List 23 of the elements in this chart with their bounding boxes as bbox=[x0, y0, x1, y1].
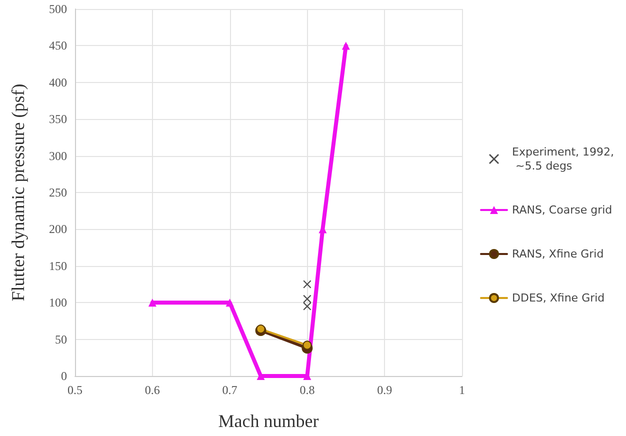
x-tick-label: 0.8 bbox=[300, 383, 315, 397]
x-axis-title: Mach number bbox=[218, 411, 319, 431]
y-tick-label: 350 bbox=[49, 112, 67, 126]
x-tick-label: 0.5 bbox=[68, 383, 82, 397]
y-tick-label: 150 bbox=[49, 258, 67, 273]
y-tick-label: 100 bbox=[49, 296, 67, 310]
legend-label: RANS, Xfine Grid bbox=[512, 248, 604, 260]
y-tick-label: 250 bbox=[49, 186, 67, 200]
y-tick-label: 50 bbox=[55, 332, 67, 346]
x-tick-label: 1 bbox=[459, 383, 465, 397]
y-tick-label: 450 bbox=[49, 38, 67, 53]
x-tick-label: 0.7 bbox=[222, 383, 238, 397]
y-tick-label: 500 bbox=[49, 2, 67, 16]
legend-label: DDES, Xfine Grid bbox=[512, 292, 605, 304]
y-tick-label: 300 bbox=[49, 148, 67, 163]
y-tick-label: 400 bbox=[49, 75, 67, 90]
y-axis-title: Flutter dynamic pressure (psf) bbox=[8, 84, 28, 302]
legend-label: Experiment, 1992, ~5.5 degs bbox=[512, 146, 614, 172]
x-tick-label: 0.9 bbox=[377, 383, 392, 397]
y-tick-label: 200 bbox=[49, 222, 67, 236]
x-tick-label: 0.6 bbox=[144, 383, 160, 397]
y-tick-label: 0 bbox=[61, 369, 67, 383]
legend-label: RANS, Coarse grid bbox=[512, 204, 612, 216]
